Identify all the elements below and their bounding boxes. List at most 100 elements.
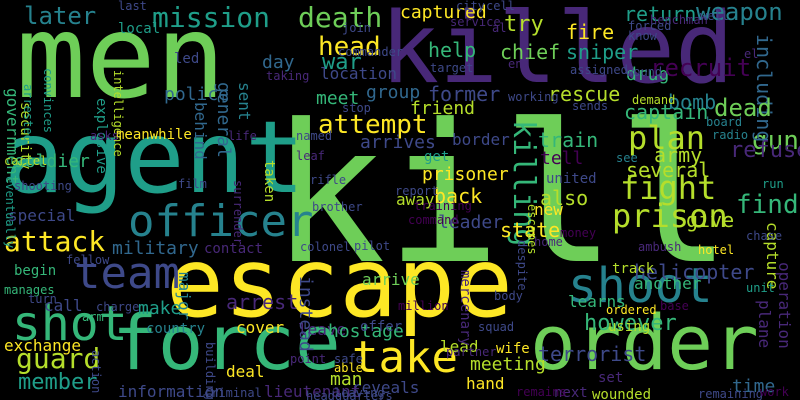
word-captured: captured <box>400 2 487 23</box>
word-officer: officer <box>128 196 314 247</box>
word-working: working <box>508 90 559 104</box>
word-join: join <box>342 21 371 35</box>
word-new: new <box>534 200 563 219</box>
word-despite: despite <box>515 240 529 291</box>
word-recruit: recruit <box>650 54 752 82</box>
word-guard: guard <box>16 342 101 375</box>
word-assigned: assigned <box>570 63 628 77</box>
word-bomb: bomb <box>668 90 717 114</box>
word-last: last <box>118 0 147 13</box>
word-command: command <box>408 213 459 227</box>
word-arm: arm <box>82 310 104 324</box>
word-forced: forced <box>628 19 672 33</box>
word-deal: deal <box>226 362 265 381</box>
word-day: day <box>262 52 295 73</box>
word-government: government <box>3 88 22 185</box>
word-asks: asks <box>90 129 119 143</box>
word-find: find <box>736 190 799 220</box>
word-shooting: shooting <box>14 179 72 193</box>
word-eventually: eventually <box>3 176 17 249</box>
word-service: service <box>450 15 501 29</box>
word-later: later <box>24 2 97 30</box>
word-action: action <box>89 350 103 394</box>
word-explosive: explosive <box>93 98 109 174</box>
word-call: call <box>44 296 83 315</box>
word-turn: turn <box>28 292 57 306</box>
word-friend: friend <box>410 98 476 119</box>
word-cover: cover <box>236 318 285 337</box>
word-weapon: weapon <box>696 0 783 26</box>
word-make: make <box>138 298 182 319</box>
word-body: body <box>494 289 523 303</box>
word-charge: charge <box>96 300 140 314</box>
word-head: head <box>318 32 381 62</box>
word-fight: fight <box>620 169 717 207</box>
word-sends: sends <box>572 99 609 113</box>
word-leader: leader <box>438 212 504 233</box>
word-former: former <box>428 82 501 106</box>
word-capture: capture <box>763 222 782 290</box>
word-target: target <box>430 61 474 75</box>
word-order: order <box>530 298 759 387</box>
word-sent: sent <box>235 82 254 121</box>
word-kill: kill <box>270 84 733 307</box>
word-partner: partner <box>446 345 497 359</box>
word-next: next <box>554 385 588 400</box>
word-chase: chase <box>746 229 783 243</box>
word-away: away <box>396 190 435 209</box>
word-get: get <box>424 149 450 165</box>
word-chief: chief <box>500 40 561 64</box>
word-leave: leave <box>298 320 347 339</box>
word-meet: meet <box>316 88 360 109</box>
word-arrest: arrest <box>226 290 299 314</box>
word-back: back <box>434 184 483 208</box>
word-radio: radio <box>712 128 749 142</box>
word-end: end <box>508 57 530 71</box>
word-killing: killing <box>506 120 541 247</box>
word-life: life <box>228 129 257 143</box>
word-prison: prison <box>612 197 728 235</box>
word-leaving: leaving <box>334 386 385 400</box>
word-using: using <box>608 319 651 335</box>
word-colonel: colonel <box>300 240 351 254</box>
word-remains: remains <box>516 385 567 399</box>
word-ambush: ambush <box>638 240 682 254</box>
word-another: another <box>634 274 702 293</box>
word-take: take <box>352 332 458 383</box>
word-mission: mission <box>152 1 271 34</box>
word-el: el <box>744 47 759 61</box>
word-henchman: henchman <box>650 13 708 27</box>
word-border: border <box>452 130 510 149</box>
word-also: also <box>540 186 589 210</box>
word-run: run <box>762 177 784 191</box>
word-return: return <box>624 2 697 26</box>
word-exchange: exchange <box>4 336 82 355</box>
word-hand: hand <box>466 374 505 393</box>
word-base: base <box>660 299 689 313</box>
word-point: point <box>290 352 327 366</box>
word-home: home <box>534 235 563 249</box>
word-united: united <box>546 171 597 187</box>
word-film: film <box>178 177 207 191</box>
word-lieutenant: lieutenant <box>264 382 361 400</box>
word-wound: wound <box>626 65 663 79</box>
word-drug: drug <box>626 64 670 85</box>
word-fire: fire <box>566 20 615 44</box>
word-killed: killed <box>380 0 735 106</box>
word-headquarters: headquarters <box>306 389 393 400</box>
word-member: member <box>18 370 98 395</box>
word-track: track <box>612 261 655 277</box>
word-time: time <box>732 376 776 397</box>
word-stop: stop <box>342 101 371 115</box>
word-learns: learns <box>568 292 626 311</box>
word-plan: plan <box>628 119 706 157</box>
word-intelligence: intelligence <box>111 70 125 157</box>
word-demand: demand <box>632 93 676 107</box>
word-war: war <box>322 50 362 75</box>
word-gun: gun <box>752 126 799 156</box>
word-escape: escape <box>166 227 513 339</box>
word-hotel: hotel <box>698 243 735 257</box>
word-wife: wife <box>496 341 530 357</box>
word-captain: captain <box>624 100 709 124</box>
word-remaining: remaining <box>698 387 764 400</box>
